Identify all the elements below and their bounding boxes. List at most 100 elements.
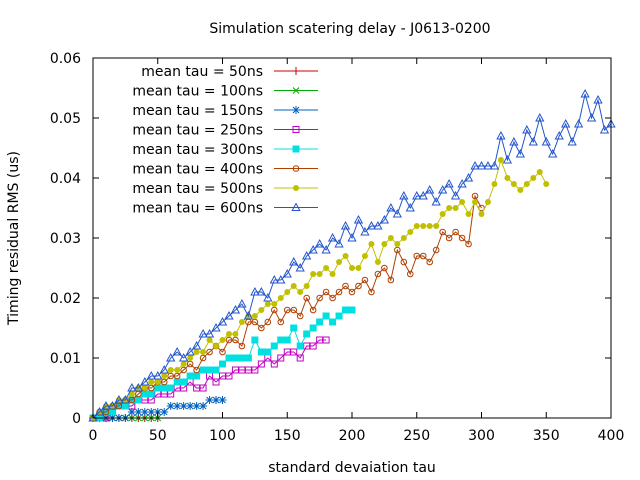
data-point	[147, 390, 155, 398]
data-point	[186, 372, 194, 380]
legend-entry: mean tau = 500ns	[132, 181, 318, 197]
y-tick-label: 0.04	[50, 171, 81, 187]
data-point	[459, 199, 466, 205]
data-point	[465, 211, 472, 217]
data-point	[381, 241, 388, 247]
series-7	[88, 89, 616, 422]
data-point	[167, 384, 175, 392]
axis-ticks: 0 50 100 150 200 250 300 350 400 0 0.01 0.02 0.03 0.0…	[50, 51, 625, 444]
legend-label: mean tau = 600ns	[132, 201, 263, 217]
data-point	[420, 223, 427, 229]
data-point	[258, 307, 265, 313]
data-point	[530, 175, 537, 181]
data-point	[329, 271, 336, 277]
series-line	[93, 339, 327, 419]
data-point	[108, 408, 116, 416]
data-point	[154, 379, 161, 385]
y-tick-label: 0.05	[50, 111, 81, 127]
legend-label: mean tau = 300ns	[132, 142, 263, 158]
x-tick-label: 300	[468, 428, 495, 444]
data-point	[523, 181, 530, 187]
data-point	[134, 396, 142, 404]
data-point	[238, 354, 246, 362]
data-point	[218, 395, 227, 405]
data-point	[517, 187, 524, 193]
x-tick-label: 0	[89, 428, 98, 444]
data-point	[264, 301, 271, 307]
data-point	[374, 259, 381, 265]
legend-entry: mean tau = 100ns	[132, 84, 318, 100]
data-point	[322, 312, 330, 320]
plot-area	[88, 89, 616, 423]
data-point	[141, 385, 148, 391]
data-point	[342, 306, 350, 314]
data-point	[316, 318, 324, 326]
data-point	[212, 366, 220, 374]
data-point	[160, 384, 168, 392]
data-point	[335, 312, 343, 320]
data-point	[270, 342, 278, 350]
series-line	[92, 93, 612, 419]
chart-title: Simulation scatering delay - J0613-0200	[209, 21, 490, 37]
data-point	[348, 306, 356, 314]
data-point	[238, 319, 245, 325]
x-tick-label: 100	[209, 428, 236, 444]
data-point	[277, 295, 284, 301]
data-point	[198, 401, 208, 411]
data-point	[336, 259, 343, 265]
data-point	[387, 235, 394, 241]
x-tick-label: 350	[533, 428, 560, 444]
legend-label: mean tau = 150ns	[132, 103, 263, 119]
data-point	[426, 223, 433, 229]
legend-marker	[292, 145, 300, 153]
data-point	[180, 378, 188, 386]
data-point	[368, 241, 375, 247]
x-tick-label: 150	[274, 428, 301, 444]
data-point	[297, 289, 304, 295]
x-tick-label: 400	[598, 428, 625, 444]
x-tick-label: 200	[339, 428, 366, 444]
x-tick-label: 250	[403, 428, 430, 444]
data-point	[407, 229, 414, 235]
data-point	[213, 343, 220, 349]
data-point	[478, 211, 485, 217]
data-point	[174, 367, 181, 373]
data-point	[472, 199, 479, 205]
data-point	[180, 361, 187, 367]
legend-entry: mean tau = 300ns	[132, 142, 318, 158]
data-point	[200, 349, 207, 355]
data-point	[296, 342, 304, 350]
data-point	[173, 378, 181, 386]
legend-label: mean tau = 250ns	[132, 123, 263, 139]
data-point	[504, 175, 511, 181]
data-point	[167, 367, 174, 373]
data-point	[543, 181, 550, 187]
data-point	[219, 360, 226, 368]
data-point	[536, 169, 543, 175]
data-point	[303, 283, 310, 289]
data-point	[361, 253, 368, 259]
legend-label: mean tau = 500ns	[132, 181, 263, 197]
data-point	[251, 336, 259, 344]
data-point	[400, 235, 407, 241]
data-point	[484, 199, 491, 205]
data-point	[154, 384, 162, 392]
data-point	[355, 265, 362, 271]
y-tick-label: 0.06	[50, 51, 81, 67]
data-point	[244, 354, 252, 362]
data-point	[290, 283, 297, 289]
x-tick-label: 50	[149, 428, 167, 444]
data-point	[316, 271, 323, 277]
data-point	[413, 223, 420, 229]
series-3	[89, 336, 330, 422]
y-tick-label: 0.03	[50, 231, 81, 247]
data-point	[290, 324, 298, 332]
data-point	[187, 355, 194, 361]
data-point	[497, 157, 504, 163]
legend-entry: mean tau = 50ns	[141, 64, 318, 80]
data-point	[446, 205, 453, 211]
legend-marker	[291, 66, 301, 76]
x-axis-label: standard devaiation tau	[268, 460, 436, 476]
data-point	[284, 289, 291, 295]
